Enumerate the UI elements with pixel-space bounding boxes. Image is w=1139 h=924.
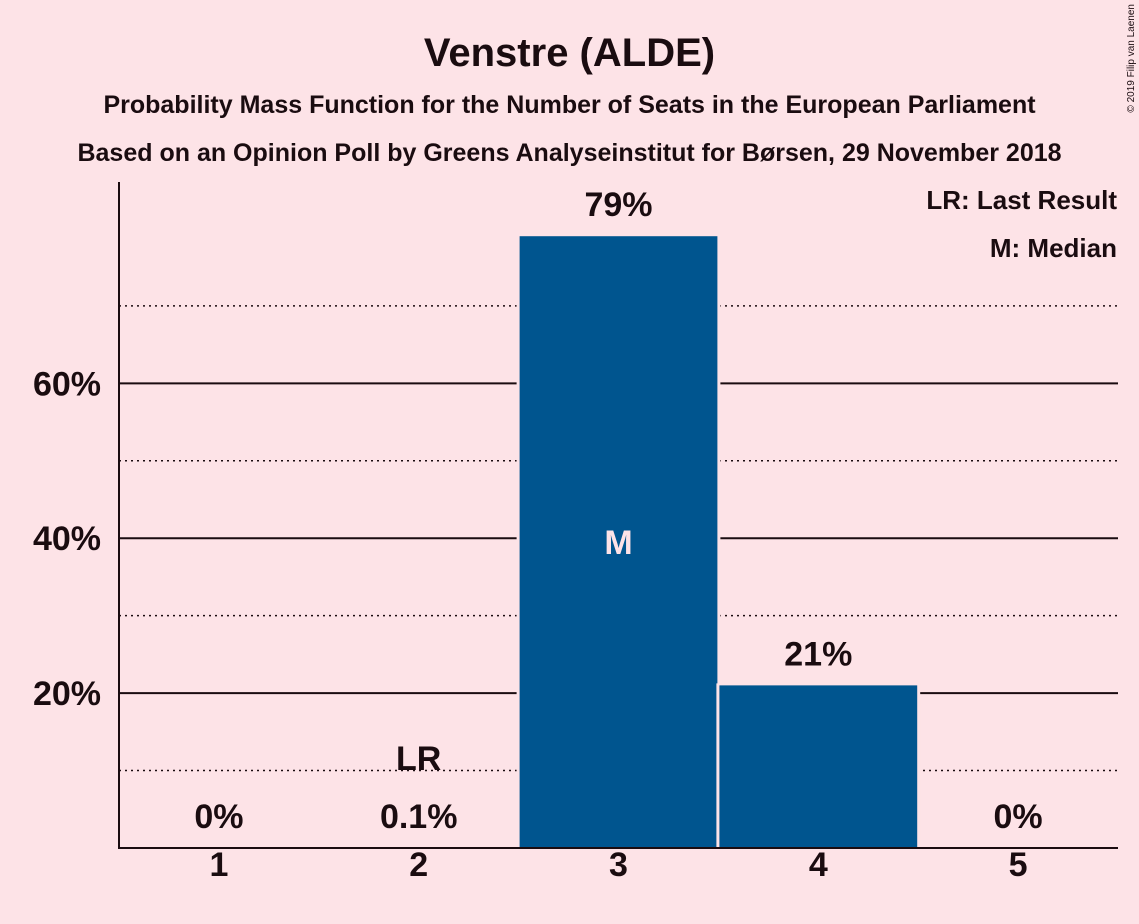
x-tick-label-5: 5 <box>1009 846 1028 884</box>
bar-4 <box>719 685 918 848</box>
x-tick-label-4: 4 <box>809 846 828 884</box>
copyright-text: © 2019 Filip van Laenen <box>1126 4 1137 113</box>
x-tick-label-3: 3 <box>609 846 628 884</box>
bar-value-label-2: 0.1% <box>380 798 458 836</box>
bar-value-label-5: 0% <box>994 798 1043 836</box>
chart-subtitle-source: Based on an Opinion Poll by Greens Analy… <box>77 139 1061 167</box>
median-marker: M <box>604 524 632 562</box>
x-tick-label-1: 1 <box>209 846 228 884</box>
legend-median: M: Median <box>990 233 1117 263</box>
bar-value-label-1: 0% <box>194 798 243 836</box>
legend-last-result: LR: Last Result <box>926 185 1117 215</box>
chart-title: Venstre (ALDE) <box>424 31 715 75</box>
y-tick-label-20: 20% <box>33 675 101 713</box>
axes <box>118 182 1118 849</box>
last-result-marker: LR <box>396 740 441 778</box>
bar-value-label-4: 21% <box>784 635 852 673</box>
x-tick-label-2: 2 <box>409 846 428 884</box>
bar-3 <box>519 236 718 849</box>
y-tick-label-60: 60% <box>33 365 101 403</box>
bar-value-label-3: 79% <box>584 186 652 224</box>
y-tick-label-40: 40% <box>33 520 101 558</box>
bars <box>319 234 921 849</box>
chart-subtitle: Probability Mass Function for the Number… <box>103 91 1036 119</box>
